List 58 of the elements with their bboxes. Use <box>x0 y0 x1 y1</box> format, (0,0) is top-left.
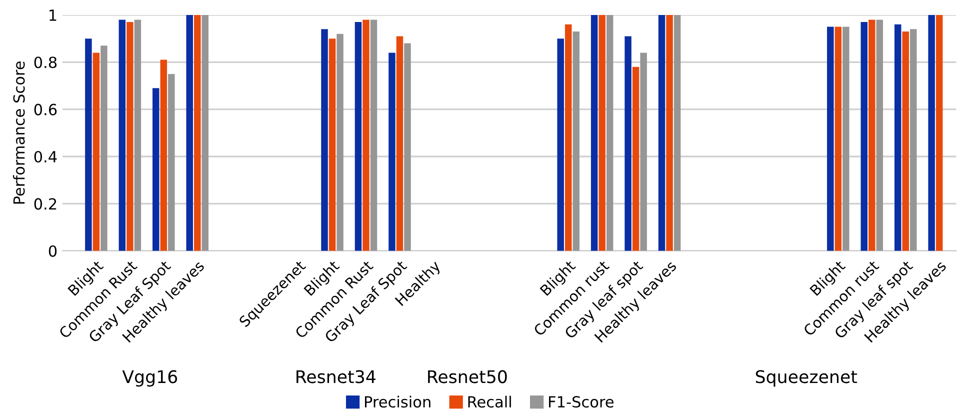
bar <box>666 14 673 251</box>
legend-label: F1-Score <box>549 396 614 408</box>
bar <box>658 14 666 251</box>
bar <box>194 14 201 251</box>
bar <box>388 52 396 251</box>
bar <box>336 34 344 251</box>
bar <box>168 74 175 251</box>
bar <box>928 14 935 251</box>
bar <box>902 31 909 251</box>
bar <box>152 88 160 251</box>
bar <box>100 46 108 251</box>
y-tick-label: 1 <box>50 10 56 21</box>
bar <box>572 31 580 251</box>
bar <box>632 66 640 251</box>
bar <box>842 26 850 251</box>
y-tick-label: 0 <box>48 245 57 257</box>
bar <box>370 20 378 251</box>
bar <box>160 60 168 251</box>
bar <box>134 20 142 251</box>
y-tick-label: 0.6 <box>34 104 57 116</box>
y-tick-label: 0.2 <box>34 198 56 210</box>
text: Vgg16 <box>122 370 178 387</box>
bar <box>321 29 328 251</box>
bar <box>894 24 902 251</box>
bar <box>910 29 917 251</box>
text: Squeezenet <box>756 370 858 387</box>
bar <box>834 26 842 251</box>
bar <box>362 20 370 251</box>
bar <box>396 36 404 251</box>
bar <box>598 14 606 251</box>
y-axis-title: Performance Score <box>12 62 25 204</box>
legend-label: Recall <box>468 396 511 408</box>
bar <box>640 52 647 251</box>
y-tick-label: 0.4 <box>34 150 57 163</box>
y-tick-label: 0.8 <box>34 56 57 68</box>
bar <box>564 24 572 251</box>
bar <box>85 38 92 251</box>
bar <box>202 14 208 251</box>
bar <box>354 22 362 251</box>
bar <box>92 52 100 251</box>
bar <box>328 38 336 251</box>
bar <box>557 38 564 251</box>
bar <box>606 14 614 251</box>
legend-label: Precision <box>364 396 430 408</box>
bar <box>827 26 834 251</box>
bar <box>868 20 876 251</box>
bar <box>118 20 126 251</box>
text: Resnet34 <box>296 370 376 384</box>
text: Resnet50 <box>428 370 507 384</box>
bar <box>404 43 411 251</box>
bar <box>860 22 868 251</box>
bar <box>936 14 943 251</box>
bar <box>186 14 193 251</box>
bar <box>624 36 632 251</box>
bar <box>590 14 598 251</box>
bar <box>674 14 681 251</box>
bar <box>126 22 134 251</box>
bar <box>876 20 884 251</box>
